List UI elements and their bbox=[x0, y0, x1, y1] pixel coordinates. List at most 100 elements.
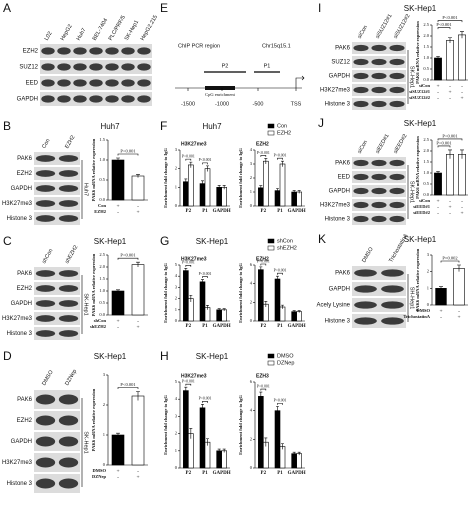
bar bbox=[279, 306, 286, 322]
blot-band bbox=[35, 270, 56, 277]
y-tick-label: 5 bbox=[175, 262, 178, 267]
condition-sign: - bbox=[449, 210, 451, 216]
blot-band bbox=[371, 173, 387, 181]
y-tick-label: 1 bbox=[427, 285, 429, 290]
row-label: Histone 3 bbox=[325, 217, 351, 223]
error-bar bbox=[460, 31, 464, 39]
error-bar bbox=[276, 275, 279, 282]
blot-band bbox=[41, 79, 55, 87]
panel-title: SK-Hep1 bbox=[404, 4, 437, 13]
error-bar bbox=[436, 170, 440, 175]
p-bracket bbox=[260, 263, 267, 266]
error-bar bbox=[264, 437, 268, 447]
p-bracket bbox=[117, 387, 139, 389]
panel-letter: B bbox=[3, 119, 11, 133]
y-tick-label: 1.5 bbox=[423, 159, 429, 164]
bar bbox=[111, 159, 125, 201]
row-label: PAK6 bbox=[17, 156, 33, 162]
primer-label: P1 bbox=[264, 63, 271, 69]
lane-label: siCon bbox=[357, 25, 369, 40]
y-tick-label: 2 bbox=[250, 436, 252, 441]
legend-label: EZH2 bbox=[277, 130, 291, 136]
blot-band bbox=[58, 300, 79, 307]
blot-band bbox=[58, 270, 79, 277]
y-tick-label: 2 bbox=[175, 166, 177, 171]
y-axis-label: PAK6 mRNA relative expression bbox=[415, 21, 420, 84]
lane-label: Con bbox=[41, 138, 51, 150]
blot-band bbox=[58, 185, 79, 192]
bar bbox=[216, 187, 222, 207]
p-value: P<0.001 bbox=[199, 272, 212, 276]
error-bar bbox=[217, 308, 221, 311]
blot-band bbox=[371, 72, 387, 80]
blot-band bbox=[353, 215, 369, 223]
blot-band bbox=[35, 155, 56, 162]
y-tick-label: 0.0 bbox=[99, 312, 105, 317]
blot-band bbox=[371, 215, 387, 223]
row-label: Histone 3 bbox=[325, 102, 351, 108]
blot-band bbox=[41, 95, 55, 103]
blot-band bbox=[105, 47, 119, 55]
blot-band bbox=[57, 47, 71, 55]
y-tick-label: 0.5 bbox=[423, 66, 429, 71]
x-tick-label: GAPDH bbox=[288, 471, 306, 476]
blot-band bbox=[35, 436, 56, 447]
bar bbox=[434, 57, 442, 81]
lane-label: L02 bbox=[44, 31, 54, 42]
condition-name: Con bbox=[98, 203, 106, 208]
y-tick-label: 0.0 bbox=[423, 192, 429, 197]
error-bar bbox=[206, 305, 209, 310]
p-value: P<0.001 bbox=[182, 155, 195, 159]
y-tick-label: 2 bbox=[427, 269, 429, 274]
y-tick-label: 1.5 bbox=[99, 137, 105, 142]
y-axis-label: PAK6 mRNA relative expression bbox=[415, 136, 420, 199]
blot-band bbox=[121, 63, 135, 71]
lane-label: siSUZ12#1 bbox=[375, 13, 394, 40]
panel-letter: J bbox=[318, 116, 324, 130]
row-label: PAK6 bbox=[335, 161, 351, 167]
condition-sign: + bbox=[439, 308, 442, 314]
error-bar bbox=[206, 165, 209, 172]
blot-band bbox=[353, 187, 369, 195]
condition-sign: + bbox=[116, 203, 119, 209]
cpg-island bbox=[205, 86, 235, 90]
error-bar bbox=[116, 157, 120, 162]
blot-band bbox=[389, 201, 405, 209]
blot-band bbox=[389, 100, 405, 108]
y-tick-label: 0.5 bbox=[99, 177, 105, 182]
error-bar bbox=[184, 178, 188, 185]
row-label: Histone 3 bbox=[7, 216, 33, 222]
x-tick-label: P2 bbox=[261, 324, 267, 329]
lane-label: SK-Hep1 bbox=[124, 19, 140, 41]
y-tick-label: 4 bbox=[175, 396, 178, 401]
panel-letter: E bbox=[160, 1, 168, 15]
lane-label: BEL-7404 bbox=[92, 18, 109, 42]
error-bar bbox=[116, 432, 120, 437]
lane-label: HepG2.215 bbox=[140, 14, 159, 41]
row-label: PAK6 bbox=[335, 46, 351, 52]
bar bbox=[296, 191, 302, 207]
blot-band bbox=[35, 330, 56, 337]
p-bracket bbox=[437, 138, 463, 141]
condition-name: siEED#1 bbox=[413, 204, 431, 209]
p-bracket bbox=[277, 272, 283, 275]
condition-name: DZNep bbox=[92, 474, 106, 479]
lane-label: siEED#2 bbox=[393, 133, 409, 155]
condition-name: siSUZ12#2 bbox=[409, 95, 431, 100]
error-bar bbox=[201, 180, 204, 187]
x-tick-label: P1 bbox=[277, 209, 283, 214]
blot-band bbox=[121, 79, 135, 87]
position-label: -1500 bbox=[181, 101, 195, 107]
blot-band bbox=[353, 72, 369, 80]
p-value: P<0.001 bbox=[436, 22, 451, 27]
y-tick-label: 0.0 bbox=[99, 197, 105, 202]
lane-label: siSUZ12#2 bbox=[393, 13, 412, 40]
x-tick-label: P1 bbox=[202, 471, 208, 476]
bar bbox=[216, 309, 222, 322]
legend-swatch bbox=[267, 123, 275, 129]
panel-title: SK-Hep1 bbox=[94, 237, 127, 246]
blot-band bbox=[389, 215, 405, 223]
p-value: P<0.001 bbox=[442, 15, 457, 20]
p-value: P<0.001 bbox=[120, 253, 135, 258]
